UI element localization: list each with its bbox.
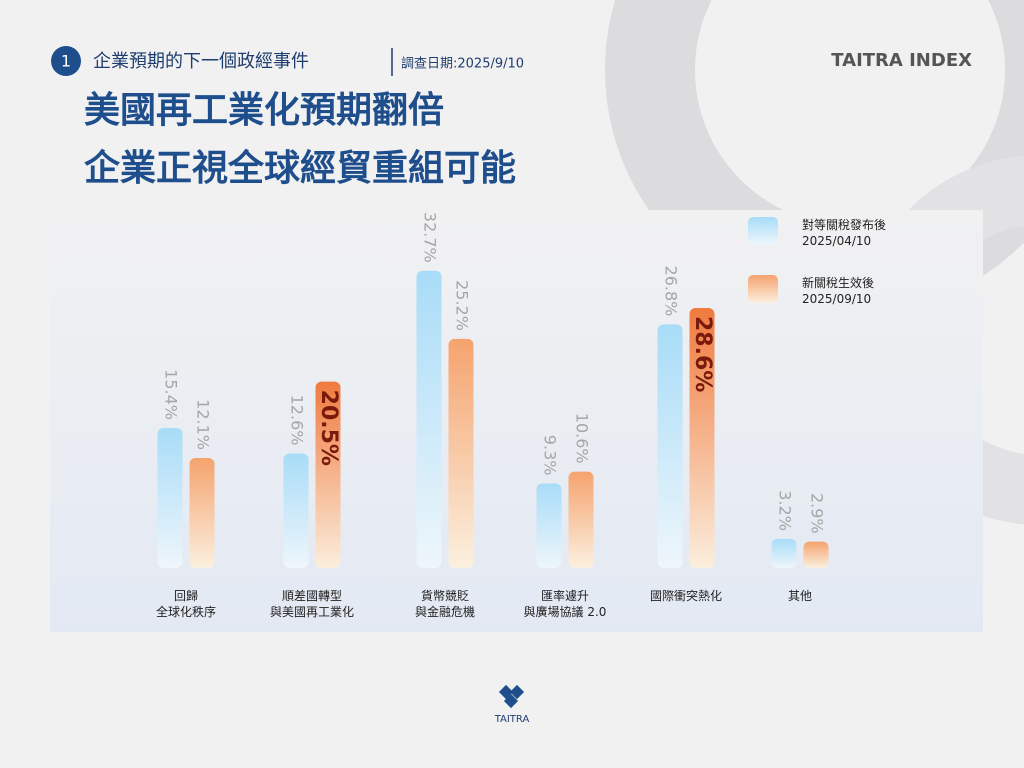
- title-line: 企業正視全球經貿重組可能: [84, 147, 516, 189]
- value-label: 28.6%: [690, 316, 715, 392]
- bar: [448, 338, 474, 568]
- value-label: 12.1%: [194, 399, 213, 450]
- x-tick-label: 回歸 全球化秩序: [155, 589, 217, 619]
- bar: [536, 483, 562, 568]
- kicker: 企業預期的下一個政經事件: [93, 51, 309, 72]
- bar: [771, 538, 797, 568]
- badge: [51, 46, 81, 76]
- value-label: 20.5%: [316, 390, 341, 466]
- legend-swatch: [748, 275, 778, 303]
- legend-label: 新關稅生效後 2025/09/10: [802, 276, 875, 306]
- value-label: 3.2%: [776, 490, 795, 531]
- value-label: 26.8%: [662, 266, 681, 317]
- value-label: 32.7%: [421, 212, 440, 263]
- logo-text: TAITRA: [494, 714, 530, 725]
- value-label: 12.6%: [288, 395, 307, 446]
- bar: [189, 458, 215, 568]
- bar: [568, 471, 594, 568]
- bar: [803, 541, 829, 568]
- legend-label: 對等關稅發布後 2025/04/10: [802, 218, 887, 248]
- bar: [283, 453, 309, 568]
- bar: [157, 428, 183, 568]
- value-label: 10.6%: [573, 413, 592, 464]
- legend-swatch: [748, 217, 778, 245]
- bar: [689, 308, 715, 568]
- x-tick-label: 其他: [787, 589, 813, 603]
- value-label: 25.2%: [453, 280, 472, 331]
- bar: [416, 270, 442, 568]
- x-tick-label: 貨幣競貶 與金融危機: [414, 589, 476, 619]
- x-tick-label: 國際衝突熱化: [649, 589, 723, 603]
- bar: [315, 381, 341, 568]
- value-label: 2.9%: [808, 493, 827, 534]
- badge-text: 1: [61, 52, 71, 71]
- survey-date: 調查日期:2025/9/10: [401, 57, 524, 72]
- logo: [498, 684, 525, 709]
- brand: TAITRA INDEX: [831, 50, 972, 71]
- value-label: 9.3%: [541, 435, 560, 476]
- value-label: 15.4%: [162, 369, 181, 420]
- x-tick-label: 匯率遽升 與廣場協議 2.0: [523, 589, 607, 619]
- panel: [50, 210, 983, 632]
- x-tick-label: 順差國轉型 與美國再工業化: [269, 589, 355, 619]
- title-line: 美國再工業化預期翻倍: [84, 90, 444, 131]
- bar: [657, 324, 683, 568]
